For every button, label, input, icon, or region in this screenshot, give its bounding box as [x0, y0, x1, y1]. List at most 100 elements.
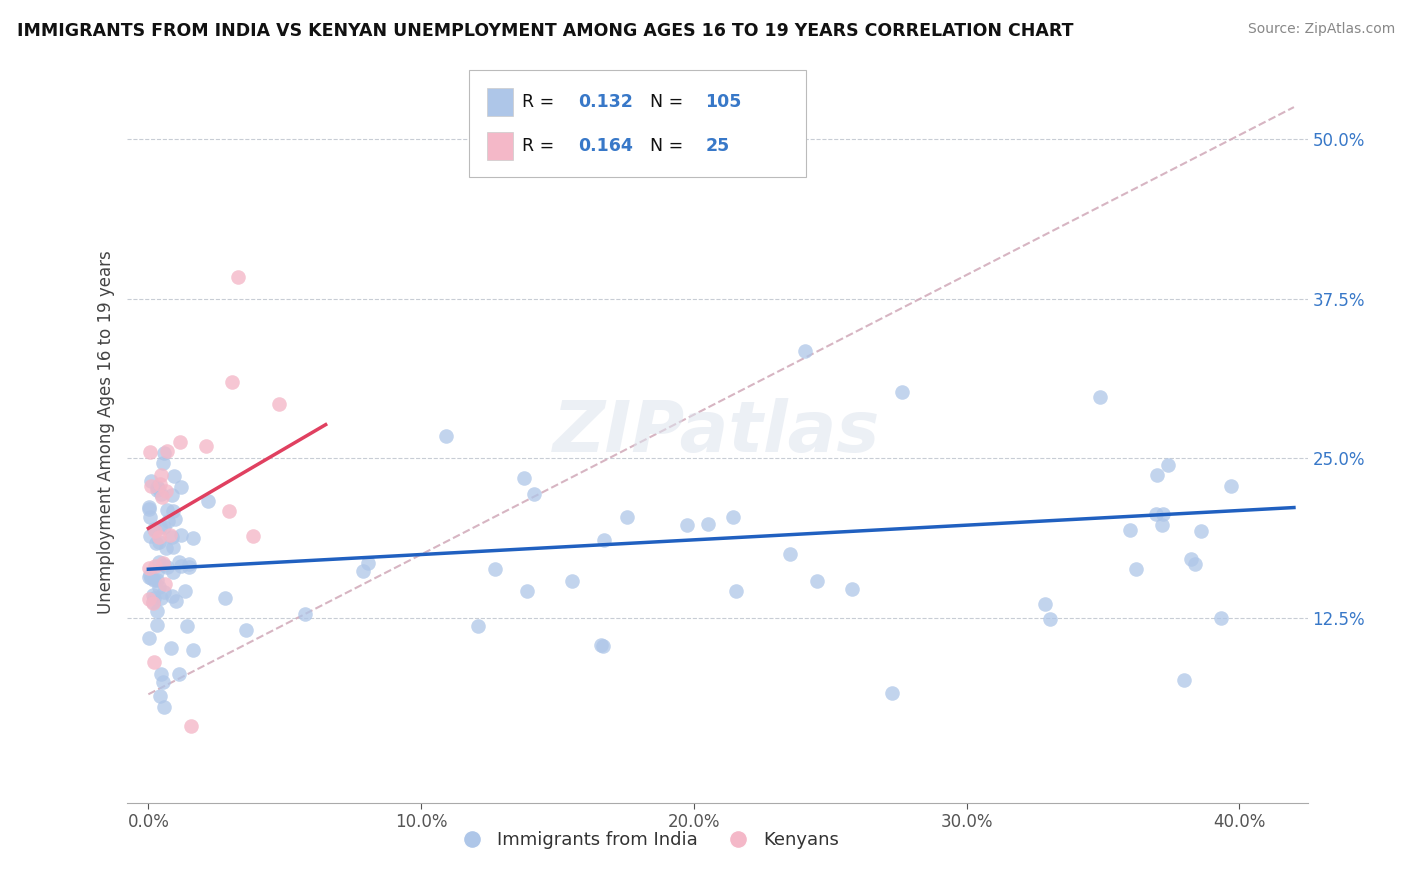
Point: [139, 479, 162, 493]
Point: [1152, 518, 1174, 533]
Point: [616, 509, 638, 524]
Point: [197, 494, 219, 508]
Point: [1146, 468, 1168, 483]
Point: [145, 536, 167, 550]
Point: [169, 527, 191, 541]
Point: [152, 556, 174, 570]
Point: [214, 591, 236, 605]
Point: [143, 558, 166, 573]
Point: [1220, 479, 1243, 493]
Point: [153, 577, 176, 591]
Point: [152, 446, 174, 460]
Point: [1033, 597, 1056, 611]
Point: [148, 555, 170, 569]
Text: N =: N =: [650, 93, 689, 111]
Point: [1157, 458, 1180, 472]
Point: [149, 667, 172, 681]
Point: [162, 504, 184, 518]
Point: [141, 571, 163, 585]
Point: [721, 509, 744, 524]
Point: [177, 559, 200, 574]
Point: [235, 623, 257, 637]
Point: [221, 375, 243, 389]
Point: [146, 604, 169, 618]
Point: [150, 467, 173, 482]
Point: [149, 520, 172, 534]
Point: [356, 557, 378, 571]
Point: [139, 529, 162, 543]
Point: [513, 471, 536, 485]
Point: [146, 617, 169, 632]
Point: [484, 562, 506, 576]
Point: [180, 719, 202, 733]
Point: [592, 640, 614, 654]
Point: [891, 385, 914, 400]
Point: [156, 503, 179, 517]
Point: [155, 484, 177, 499]
Point: [149, 689, 172, 703]
Point: [142, 591, 165, 605]
Point: [1088, 390, 1111, 404]
Point: [138, 509, 160, 524]
Point: [170, 480, 193, 494]
Point: [779, 547, 801, 561]
Point: [139, 474, 162, 488]
Point: [139, 445, 162, 459]
Point: [156, 514, 179, 528]
Point: [218, 503, 240, 517]
Point: [1039, 612, 1062, 626]
Point: [1209, 610, 1232, 624]
Point: [1173, 673, 1195, 687]
Point: [156, 559, 179, 574]
Point: [174, 584, 197, 599]
Point: [696, 517, 718, 532]
Point: [179, 557, 201, 571]
Point: [523, 487, 546, 501]
Text: R =: R =: [522, 137, 560, 155]
Point: [176, 619, 198, 633]
Point: [1180, 552, 1202, 566]
Point: [167, 555, 190, 569]
Point: [434, 429, 457, 443]
Text: 0.164: 0.164: [578, 137, 633, 155]
Bar: [486, 132, 513, 161]
Point: [138, 561, 160, 575]
Point: [160, 488, 183, 502]
Point: [142, 595, 165, 609]
Point: [165, 512, 187, 526]
Point: [138, 632, 160, 646]
Point: [153, 558, 176, 573]
Point: [195, 439, 218, 453]
Point: [882, 686, 904, 700]
Point: [138, 591, 160, 606]
Point: [160, 530, 183, 544]
Text: ZIPatlas: ZIPatlas: [554, 398, 880, 467]
Text: R =: R =: [522, 93, 560, 111]
Point: [162, 540, 184, 554]
Point: [142, 522, 165, 536]
Point: [1189, 524, 1212, 539]
Text: IMMIGRANTS FROM INDIA VS KENYAN UNEMPLOYMENT AMONG AGES 16 TO 19 YEARS CORRELATI: IMMIGRANTS FROM INDIA VS KENYAN UNEMPLOY…: [17, 22, 1073, 40]
Point: [1152, 507, 1174, 521]
Point: [516, 584, 538, 599]
Point: [165, 594, 187, 608]
Point: [169, 435, 191, 450]
Point: [162, 565, 184, 579]
Point: [146, 565, 169, 579]
Point: [138, 502, 160, 516]
Text: 0.132: 0.132: [578, 93, 633, 111]
Point: [163, 469, 186, 483]
Point: [149, 591, 172, 606]
Point: [159, 528, 181, 542]
Point: [142, 574, 165, 588]
Point: [152, 675, 174, 690]
Point: [152, 700, 174, 714]
Y-axis label: Unemployment Among Ages 16 to 19 years: Unemployment Among Ages 16 to 19 years: [97, 251, 115, 615]
Point: [1184, 557, 1206, 571]
Point: [149, 487, 172, 501]
Point: [153, 520, 176, 534]
Point: [152, 584, 174, 599]
Point: [160, 590, 183, 604]
Point: [143, 524, 166, 538]
Bar: [486, 87, 513, 116]
